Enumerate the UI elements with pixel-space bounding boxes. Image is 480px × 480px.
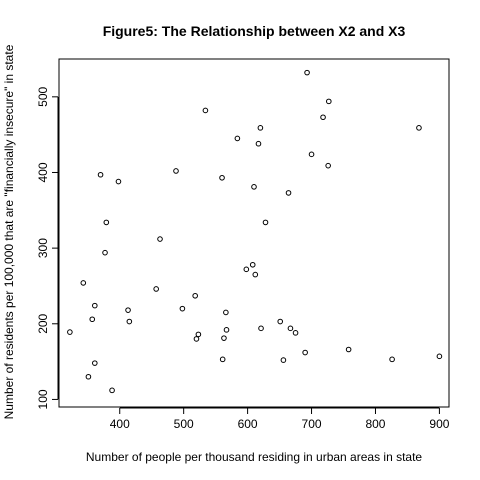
data-point: [85, 373, 92, 380]
data-point: [67, 329, 73, 335]
data-point: [157, 236, 163, 242]
x-tick-label: 900: [429, 417, 449, 431]
data-point: [89, 316, 96, 323]
x-axis: 400 500 600 700 800 900: [110, 407, 450, 431]
data-point: [195, 331, 202, 338]
x-tick-label: 500: [174, 417, 194, 431]
data-point: [223, 309, 229, 316]
data-point: [292, 330, 299, 336]
data-point: [173, 168, 179, 174]
data-point: [389, 356, 395, 363]
y-axis-label: Number of residents per 100,000 that are…: [2, 44, 16, 419]
data-point: [308, 151, 315, 158]
data-point: [221, 335, 227, 341]
data-point: [234, 135, 241, 142]
data-point: [302, 349, 308, 356]
data-point: [219, 356, 226, 363]
x-tick-label: 800: [365, 417, 385, 431]
y-tick-label: 200: [36, 313, 50, 333]
data-point: [249, 261, 256, 268]
data-point: [97, 171, 104, 178]
data-point: [304, 69, 310, 76]
data-point: [255, 140, 262, 147]
data-point: [277, 318, 284, 325]
data-point: [125, 307, 131, 313]
data-point: [326, 98, 332, 105]
data-point: [80, 280, 87, 286]
data-point: [219, 174, 225, 181]
data-point: [257, 125, 264, 131]
x-tick-label: 700: [302, 417, 322, 431]
data-point: [92, 302, 98, 309]
data-point: [287, 325, 294, 332]
data-point: [109, 387, 115, 394]
data-point: [325, 162, 331, 169]
data-point: [251, 184, 257, 190]
data-point: [115, 178, 122, 185]
data-point: [258, 325, 264, 332]
data-point: [103, 219, 110, 226]
data-point: [92, 360, 98, 366]
data-point: [126, 318, 133, 325]
data-points: [67, 69, 443, 394]
data-point: [345, 346, 352, 353]
plot-frame: [58, 58, 450, 408]
data-point: [320, 114, 326, 121]
data-point: [436, 353, 443, 360]
y-tick-label: 100: [36, 389, 50, 409]
data-point: [416, 125, 422, 131]
data-point: [192, 292, 198, 299]
data-point: [202, 107, 209, 114]
y-tick-label: 400: [36, 162, 50, 182]
data-point: [223, 327, 230, 333]
y-tick-label: 300: [36, 238, 50, 258]
x-tick-label: 600: [238, 417, 258, 431]
y-tick-label: 500: [36, 86, 50, 106]
data-point: [280, 357, 287, 363]
data-point: [252, 271, 259, 278]
data-point: [102, 249, 108, 256]
data-point: [153, 286, 159, 292]
data-point: [179, 305, 186, 312]
x-axis-label: Number of people per thousand residing i…: [86, 450, 423, 464]
data-point: [262, 219, 269, 226]
y-axis: 100 200 300 400 500: [36, 86, 59, 409]
data-point: [285, 190, 292, 196]
x-tick-label: 400: [110, 417, 130, 431]
data-point: [193, 336, 200, 342]
data-point: [243, 266, 250, 273]
chart-title: Figure5: The Relationship between X2 and…: [103, 23, 406, 39]
